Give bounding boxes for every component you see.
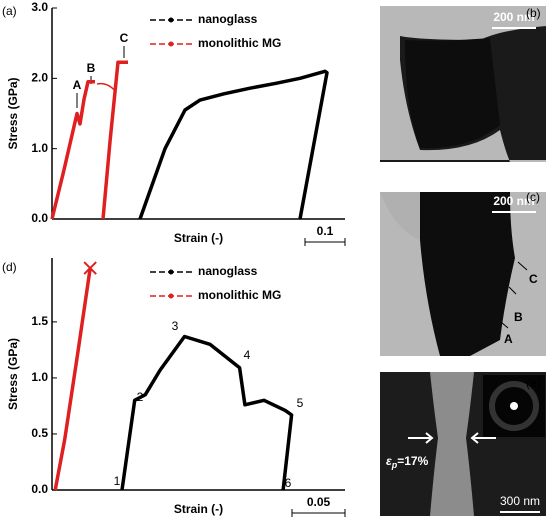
panel-label: (a) [2,4,17,18]
strain-symbol: ε [386,454,392,468]
tem-image: 200 nm (b) [380,6,546,162]
y-tick-label: 2.0 [31,71,48,85]
annotation: 2 [137,390,144,404]
scale-bar-label: 0.05 [307,495,331,509]
fracture-mark [83,261,97,275]
scale-bar-label: 0.1 [317,224,334,238]
panel-label: (e) [526,376,541,390]
y-tick-label: 1.0 [31,370,48,384]
scale-bar [304,238,346,246]
series-line [138,69,329,220]
scale-bar-label: 300 nm [500,494,540,508]
tem-image: 200 nm (c) C B A [380,190,546,356]
legend-label: monolithic MG [198,36,281,50]
x-axis-title: Strain (-) [174,502,223,516]
marker-label: A [504,332,513,346]
y-tick-label: 1.0 [31,141,48,155]
y-tick-label: 0.5 [31,426,48,440]
panel-label: (d) [2,260,17,274]
panel-label: (b) [526,6,541,20]
strain-value: =17% [397,454,428,468]
annotation: 3 [172,319,179,333]
marker-label: C [529,272,538,286]
y-tick-label: 0.0 [31,482,48,496]
x-axis-title: Strain (-) [174,231,223,245]
scale-bar-label: 200 nm [493,10,534,24]
strain-subscript: p [391,460,398,470]
legend-label: nanoglass [198,12,258,26]
annotation: B [87,61,96,75]
legend-label: monolithic MG [198,288,281,302]
legend-marker [168,17,174,23]
series-line [50,60,128,220]
annotation: 1 [114,474,121,488]
y-axis-title: Stress (GPa) [6,338,20,410]
annotation: 6 [285,476,292,490]
strain-label: εp=17% [386,454,429,470]
y-tick-label: 3.0 [31,0,48,14]
annotation: A [73,78,82,92]
annotation: 5 [297,396,304,410]
series-line [53,267,92,491]
panel-label: (c) [526,190,540,204]
y-axis-title: Stress (GPa) [6,77,20,149]
legend-marker [168,293,174,299]
annotation: C [120,31,129,45]
sem-image: εp=17% 300 nm (e) [380,372,546,516]
marker-label: B [514,310,523,324]
y-tick-label: 1.5 [31,314,48,328]
annotation: 4 [244,348,251,362]
legend-label: nanoglass [198,264,258,278]
series-line [120,334,294,491]
legend-marker [168,41,174,47]
scale-bar-label: 200 nm [493,194,534,208]
legend-marker [168,269,174,275]
scale-bar [291,509,346,517]
y-tick-label: 0.0 [31,211,48,225]
arrow [96,82,117,93]
